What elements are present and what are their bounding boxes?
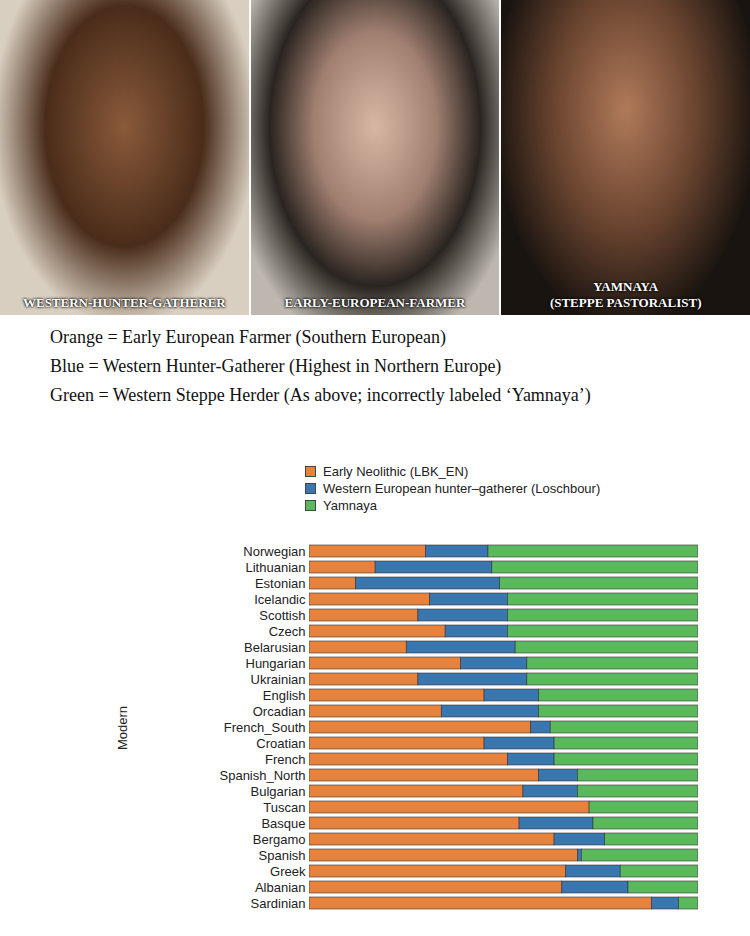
svg-text:Lithuanian: Lithuanian	[246, 560, 306, 575]
html-text:Blue = Western Hunter-Gatherer: Blue = Western Hunter-Gatherer (Highest …	[50, 356, 502, 376]
svg-text:Bulgarian: Bulgarian	[251, 784, 306, 799]
html-text:YAMNAYA: YAMNAYA	[593, 279, 659, 294]
svg-text:Czech: Czech	[269, 624, 306, 639]
svg-text:Hungarian: Hungarian	[246, 656, 306, 671]
svg-text:French_South: French_South	[224, 720, 306, 735]
html-text:Green = Western Steppe Herder: Green = Western Steppe Herder (As above;…	[50, 385, 591, 405]
svg-text:Basque: Basque	[261, 816, 305, 831]
html-text:Yamnaya: Yamnaya	[323, 498, 377, 513]
svg-text:Ukrainian: Ukrainian	[251, 672, 306, 687]
svg-text:French: French	[265, 752, 305, 767]
svg-text:Spanish: Spanish	[259, 848, 306, 863]
svg-text:Norwegian: Norwegian	[243, 544, 305, 559]
svg-text:Scottish: Scottish	[259, 608, 305, 623]
svg-text:Albanian: Albanian	[255, 880, 306, 895]
svg-text:Greek: Greek	[270, 864, 306, 879]
html-text:(STEPPE PASTORALIST): (STEPPE PASTORALIST)	[549, 295, 702, 310]
svg-text:Icelandic: Icelandic	[254, 592, 306, 607]
html-text:WESTERN-HUNTER-GATHERER: WESTERN-HUNTER-GATHERER	[23, 295, 226, 310]
svg-text:Modern: Modern	[115, 706, 130, 750]
svg-text:Bergamo: Bergamo	[253, 832, 306, 847]
svg-text:Estonian: Estonian	[255, 576, 306, 591]
svg-text:Tuscan: Tuscan	[263, 800, 305, 815]
svg-text:Croatian: Croatian	[256, 736, 305, 751]
svg-text:Belarusian: Belarusian	[244, 640, 305, 655]
html-text:EARLY-EUROPEAN-FARMER: EARLY-EUROPEAN-FARMER	[284, 295, 466, 310]
html-text:Western European hunter–gather: Western European hunter–gatherer (Loschb…	[323, 481, 601, 496]
svg-text:Sardinian: Sardinian	[251, 896, 306, 911]
svg-text:Orcadian: Orcadian	[253, 704, 306, 719]
svg-text:English: English	[263, 688, 306, 703]
svg-text:Spanish_North: Spanish_North	[220, 768, 306, 783]
html-text:Early Neolithic (LBK_EN): Early Neolithic (LBK_EN)	[323, 464, 469, 479]
html-text:Orange = Early European Farmer: Orange = Early European Farmer (Southern…	[50, 327, 446, 347]
